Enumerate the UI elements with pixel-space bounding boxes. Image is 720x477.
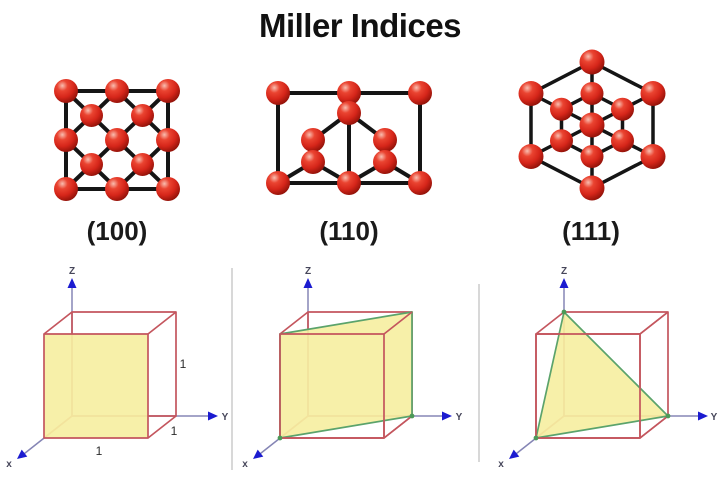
y-axis-arrow-icon [698,411,708,421]
y-axis-label: Y [456,412,463,423]
lattice-111-diagram [518,49,666,201]
edge-length-label: 1 [96,444,103,458]
lattice-100-atoms [54,79,180,201]
cube-front-edges [279,311,413,439]
x-axis-arrow-icon [17,449,28,459]
y-axis-label: Y [711,412,718,423]
x-axis-label: x [6,459,12,470]
caption-100: (100) [86,216,148,246]
y-axis-arrow-icon [442,411,452,421]
x-axis-arrow-icon [253,449,264,459]
lattice-110-atoms [266,81,432,195]
plane-100-highlight [43,333,149,439]
slide-title: Miller Indices [258,7,462,44]
z-axis-arrow-icon [559,278,569,288]
cube-front-edges [535,311,669,439]
edge-length-label: 1 [171,424,178,438]
plane-intercept-dot [561,309,567,315]
lattice-110-diagram [266,81,432,195]
z-axis-arrow-icon [67,278,77,288]
x-axis-arrow-icon [509,449,520,459]
z-axis-arrow-icon [303,278,313,288]
z-axis-label: Z [69,266,75,277]
cube-panel-110: Z Y x [242,266,462,470]
x-axis-label: x [498,459,504,470]
plane-intercept-dot [665,413,671,419]
y-axis-label: Y [222,412,229,423]
cube-panel-100: Z Y x 1 1 1 [6,266,228,470]
plane-intercept-dot [277,435,283,441]
z-axis-label: Z [305,266,311,277]
plane-110-highlight [279,311,413,439]
z-axis-label: Z [561,266,567,277]
cube-panel-111: Z Y x [498,266,717,470]
caption-110: (110) [319,216,379,246]
lattice-111-atoms [518,49,666,201]
caption-111: (111) [562,216,620,246]
x-axis-label: x [242,459,248,470]
plane-111-highlight [535,311,669,439]
lattice-100-diagram [54,79,180,201]
plane-intercept-dot [409,413,415,419]
edge-length-label: 1 [180,357,187,371]
y-axis-arrow-icon [208,411,218,421]
plane-intercept-dot [533,435,539,441]
